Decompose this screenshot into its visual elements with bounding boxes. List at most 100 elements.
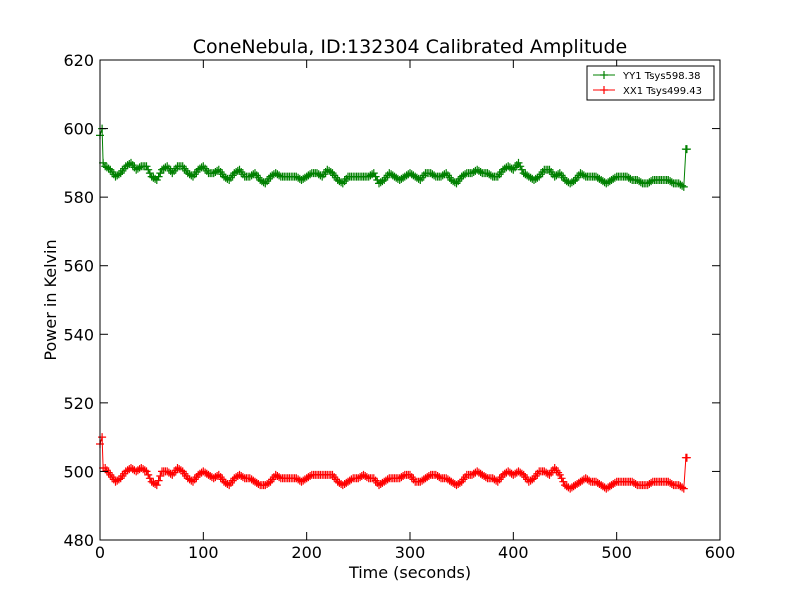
series-point xyxy=(476,168,485,176)
series-point xyxy=(492,476,501,485)
series-point xyxy=(142,162,151,171)
series-point xyxy=(197,163,206,172)
x-tick-label: 500 xyxy=(601,543,632,562)
series-point xyxy=(161,163,170,172)
series-point xyxy=(166,469,175,478)
x-tick-label: 0 xyxy=(95,543,105,562)
series-point xyxy=(682,453,691,462)
series-point xyxy=(316,171,325,180)
series-point xyxy=(626,174,635,183)
plot-area xyxy=(96,124,691,493)
series-point xyxy=(430,171,439,180)
series-point xyxy=(98,433,107,442)
series-point xyxy=(647,478,656,487)
series-point xyxy=(135,163,144,172)
series-point xyxy=(647,177,656,186)
y-tick-label: 520 xyxy=(63,394,94,413)
series-point xyxy=(514,158,523,167)
legend: YY1 Tsys598.38 XX1 Tsys499.43 xyxy=(586,65,715,101)
y-tick-label: 580 xyxy=(63,188,94,207)
series-point xyxy=(517,165,526,174)
series-point xyxy=(455,478,464,487)
series-point xyxy=(275,171,284,180)
series-point xyxy=(516,162,525,171)
legend-marker xyxy=(600,71,608,79)
x-tick-label: 400 xyxy=(498,543,529,562)
y-tick-label: 480 xyxy=(63,531,94,550)
series-point xyxy=(254,480,263,488)
legend-label: XX1 Tsys499.43 xyxy=(623,86,702,97)
x-tick-label: 600 xyxy=(705,543,736,562)
series-point xyxy=(414,174,423,183)
y-tick-label: 500 xyxy=(63,462,94,481)
series-point xyxy=(450,178,459,187)
y-tick-label: 560 xyxy=(63,257,94,276)
series-point xyxy=(152,481,161,490)
y-tick-label: 540 xyxy=(63,325,94,344)
series-point xyxy=(337,178,346,187)
x-axis-label: Time (seconds) xyxy=(348,563,471,582)
series-point xyxy=(213,472,222,480)
series-point xyxy=(213,166,222,175)
series-point xyxy=(142,467,151,476)
series-point xyxy=(371,172,380,181)
series-point xyxy=(667,480,676,488)
axis-ticks: 0 100 200 300 400 500 600 480 500 520 540 560 580 600… xyxy=(63,51,735,562)
y-tick-label: 620 xyxy=(63,51,94,70)
series-point xyxy=(585,476,594,485)
legend-box xyxy=(586,65,715,101)
series-point xyxy=(187,476,196,485)
series-point xyxy=(486,171,495,180)
series-point xyxy=(554,170,563,179)
series-0 xyxy=(96,124,691,191)
series-point xyxy=(557,474,566,483)
x-tick-label: 200 xyxy=(291,543,322,562)
series-point xyxy=(678,181,687,190)
series-point xyxy=(682,145,691,154)
series-point xyxy=(399,472,408,480)
series-point xyxy=(275,473,284,482)
series-point xyxy=(528,475,537,484)
series-point xyxy=(667,178,676,187)
series-point xyxy=(233,166,242,175)
series-point xyxy=(517,469,526,478)
plot-frame xyxy=(99,59,721,541)
series-point xyxy=(424,472,433,480)
series-point xyxy=(156,472,165,480)
series-point xyxy=(151,480,160,488)
series-point xyxy=(369,169,378,178)
series-point xyxy=(678,483,687,492)
series-point xyxy=(347,475,356,484)
series-point xyxy=(579,171,588,180)
series-point xyxy=(636,178,645,187)
series-point xyxy=(362,473,371,482)
series-point xyxy=(238,473,247,482)
series-point xyxy=(533,173,542,182)
series-point xyxy=(507,164,516,173)
legend-marker xyxy=(600,86,608,94)
series-point xyxy=(154,476,163,485)
x-tick-label: 300 xyxy=(395,543,426,562)
series-point xyxy=(435,473,444,482)
x-tick-label: 100 xyxy=(188,543,219,562)
legend-label: YY1 Tsys598.38 xyxy=(622,71,701,82)
series-point xyxy=(114,475,123,484)
series-point xyxy=(125,160,134,168)
series-point xyxy=(326,168,335,176)
series-point xyxy=(249,170,258,179)
series-point xyxy=(114,170,123,179)
series-point xyxy=(145,474,154,483)
y-tick-label: 600 xyxy=(63,120,94,139)
series-point xyxy=(383,475,392,484)
series-point xyxy=(543,469,552,478)
series-point xyxy=(152,176,161,184)
series-point xyxy=(223,174,232,183)
series-point xyxy=(569,177,578,186)
series-point xyxy=(481,473,490,482)
series-point xyxy=(559,477,568,486)
series-point xyxy=(104,164,113,173)
series-point xyxy=(144,165,153,174)
series-point xyxy=(223,480,232,488)
series-point xyxy=(306,170,315,179)
